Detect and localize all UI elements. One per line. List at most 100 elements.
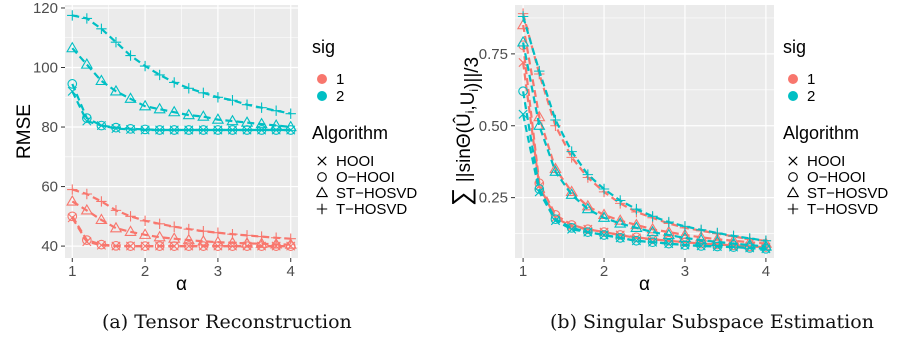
y-tick-label: 0.75: [479, 46, 508, 63]
series-sig1-t-hosvd-point: [256, 231, 267, 242]
legend-key-t-hosvd: [316, 203, 328, 215]
series-sig2-o-hooi-point: [615, 233, 626, 243]
series-sig1-st-hosvd-point: [95, 213, 108, 225]
legend-title-sig: sig: [783, 37, 806, 57]
series-sig1-st-hosvd-point: [678, 228, 692, 240]
series-sig1-o-hooi-point: [96, 239, 107, 250]
series-sig2-t-hosvd-point: [550, 114, 561, 126]
series-sig1-st-hosvd-point: [270, 237, 283, 249]
series-sig2-o-hooi-point: [111, 122, 121, 133]
series-sig2-st-hosvd-point: [678, 231, 692, 243]
series-sig2-o-hooi-point: [256, 125, 267, 135]
series-sig2-st-hosvd-point: [80, 58, 93, 69]
series-sig2-o-hooi-point: [81, 113, 92, 123]
legend-label-o-hooi: O−HOOI: [807, 169, 866, 186]
series-sig1-t-hosvd-point: [96, 196, 107, 207]
x-axis-title: α: [639, 274, 650, 295]
series-sig2-t-hosvd-line: [522, 16, 767, 242]
series-sig1-o-hooi-point: [631, 232, 642, 243]
series-sig2-st-hosvd-line: [522, 42, 766, 248]
series-sig2-st-hosvd-point: [549, 165, 562, 176]
series-sig2-hooi-point: [664, 239, 674, 249]
series-sig2-st-hosvd-point: [743, 238, 756, 250]
series-sig2-o-hooi-line: [522, 91, 766, 250]
series-sig2-o-hooi-point: [125, 123, 136, 134]
y-tick-label: 80: [41, 119, 58, 136]
y-axis-title-part: ,U: [458, 92, 479, 111]
series-sig1-st-hosvd-line: [522, 24, 766, 245]
y-tick-label: 120: [33, 0, 58, 17]
legend-label-hooi: HOOI: [807, 153, 845, 170]
series-sig2-hooi-point: [271, 125, 281, 135]
series-sig2-st-hosvd-point: [565, 188, 578, 199]
caption-b: (b) Singular Subspace Estimation: [550, 311, 874, 333]
series-sig2-t-hosvd-point: [534, 65, 545, 77]
series-sig2-hooi-point: [518, 109, 528, 119]
series-sig2-st-hosvd-point: [516, 35, 530, 47]
legend-label-sig-1: 1: [807, 71, 815, 88]
series-sig2-t-hosvd-point: [679, 221, 691, 232]
legend-title-algorithm: Algorithm: [783, 123, 859, 143]
legend-key-sig-1: [788, 74, 798, 84]
series-sig2-t-hosvd-point: [615, 195, 626, 206]
series-sig2-t-hosvd: [517, 11, 772, 246]
series-sig1-st-hosvd-point: [743, 235, 756, 247]
legend-key-hooi: [317, 156, 327, 166]
y-tick-label: 100: [33, 60, 58, 77]
series-sig1-o-hooi-line: [71, 215, 291, 248]
series-sig2-st-hosvd-point: [182, 108, 195, 120]
series-sig1-o-hooi-line: [522, 45, 766, 249]
series-sig2-st-hosvd-point: [153, 102, 166, 114]
series-sig1-t-hosvd-point: [270, 232, 282, 243]
series-sig2-o-hooi-point: [550, 214, 561, 225]
series-sig1-t-hosvd-point: [139, 215, 151, 226]
series-sig2-t-hosvd-point: [760, 235, 772, 246]
x-tick-label: 2: [600, 263, 608, 280]
series-sig2-t-hosvd-point: [212, 92, 224, 103]
series-sig2-t-hosvd: [67, 10, 296, 119]
series-sig1-st-hosvd-point: [66, 194, 79, 206]
series-sig2-o-hooi-point: [169, 125, 180, 135]
series-sig1-st-hosvd-point: [255, 237, 268, 248]
series-sig1-st-hosvd-point: [711, 232, 724, 244]
series-sig2-t-hosvd-point: [695, 224, 707, 236]
y-axis-title-part: )||/3: [462, 57, 483, 89]
series-sig2-st-hosvd-point: [662, 228, 675, 240]
legend-title-sig: sig: [312, 37, 335, 57]
series-sig1-hooi-line: [522, 62, 766, 249]
series-sig1-st-hosvd-point: [284, 238, 297, 249]
series-sig1-o-hooi-point: [647, 234, 658, 245]
series-sig2-t-hosvd-point: [139, 60, 151, 72]
series-sig1-o-hooi-point: [198, 241, 209, 251]
series-sig2-t-hosvd-point: [517, 11, 529, 22]
series-sig2-o-hooi-point: [663, 238, 674, 249]
series-sig2-st-hosvd-point: [711, 235, 724, 247]
series-sig2-t-hosvd-point: [270, 105, 282, 116]
series-sig1-st-hosvd-point: [80, 203, 93, 215]
caption-a: (a) Tensor Reconstruction: [102, 311, 352, 333]
series-sig1-o-hooi-point: [67, 211, 78, 222]
series-sig2-o-hooi-point: [154, 125, 165, 135]
y-axis-title: ∑ ||sinΘ(Ûi,Ui)||/3: [446, 57, 483, 206]
series-sig1-t-hosvd-point: [183, 223, 194, 235]
series-sig1-t-hosvd-point: [212, 227, 224, 238]
series-sig1-t-hosvd: [67, 184, 296, 244]
series-sig2-t-hosvd-point: [154, 69, 165, 81]
series-sig1-st-hosvd-point: [153, 230, 166, 242]
series-sig2-t-hosvd-point: [96, 23, 107, 35]
x-tick-label: 1: [519, 263, 527, 280]
series-sig2-hooi-point: [550, 216, 561, 226]
x-tick-label: 4: [287, 263, 295, 280]
legend-key-st-hosvd: [315, 186, 329, 198]
series-sig2-t-hosvd-point: [728, 230, 739, 242]
series-sig2-o-hooi-point: [582, 227, 593, 237]
series-sig2-t-hosvd-point: [663, 216, 674, 228]
series-sig2-o-hooi: [67, 79, 296, 135]
x-tick-label: 4: [762, 263, 770, 280]
series-sig1-t-hosvd-point: [81, 188, 93, 200]
series-sig2-t-hosvd-point: [169, 77, 180, 88]
series-sig2-hooi-point: [227, 125, 238, 135]
x-tick-label: 3: [681, 263, 689, 280]
series-sig1-o-hooi-point: [81, 235, 92, 245]
